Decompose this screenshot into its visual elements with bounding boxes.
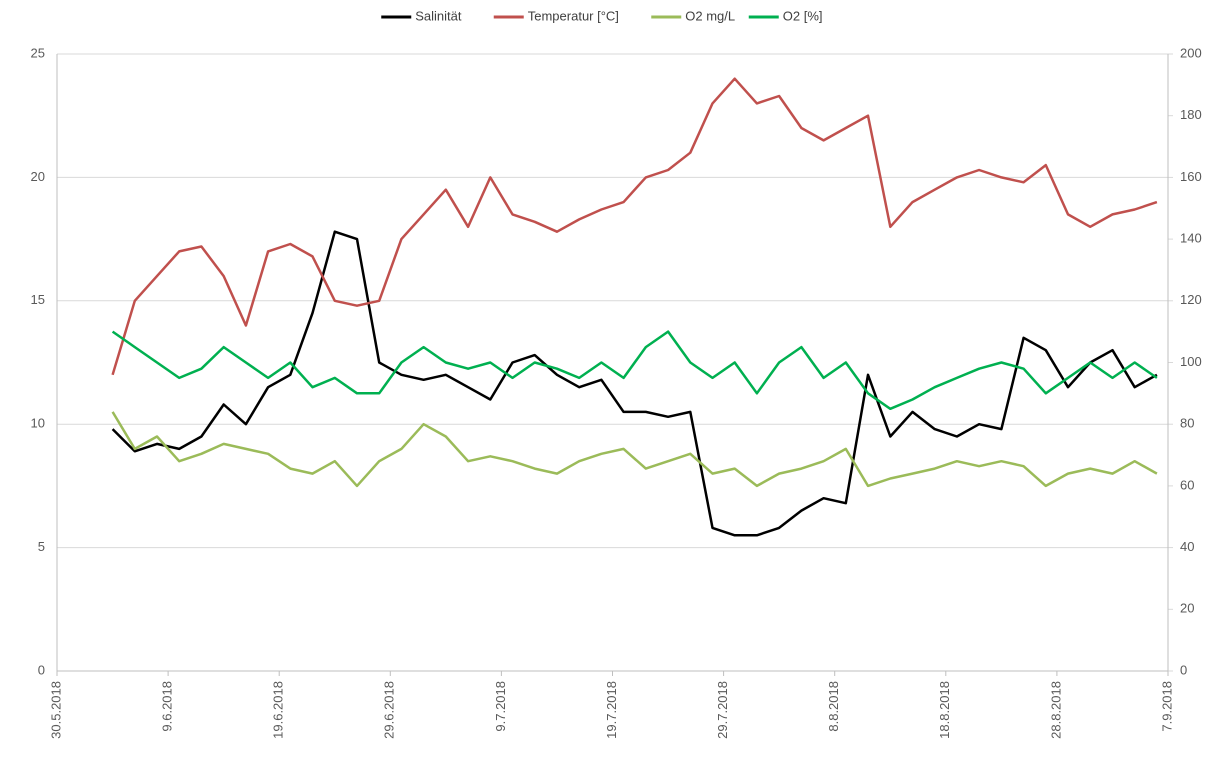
x-tick-label: 29.7.2018 bbox=[715, 681, 730, 739]
y2-tick-label: 40 bbox=[1180, 539, 1194, 554]
x-tick-label: 8.8.2018 bbox=[826, 681, 841, 732]
x-tick-label: 29.6.2018 bbox=[382, 681, 397, 739]
x-tick-label: 30.5.2018 bbox=[48, 681, 63, 739]
series-line bbox=[111, 230, 1158, 537]
y2-tick-label: 20 bbox=[1180, 601, 1194, 616]
y-tick-label: 5 bbox=[38, 539, 45, 554]
y2-tick-label: 180 bbox=[1180, 107, 1202, 122]
x-tick-label: 9.7.2018 bbox=[493, 681, 508, 732]
y2-tick-label: 60 bbox=[1180, 477, 1194, 492]
y-tick-label: 25 bbox=[31, 45, 45, 60]
y2-tick-label: 120 bbox=[1180, 292, 1202, 307]
x-tick-label: 28.8.2018 bbox=[1048, 681, 1063, 739]
legend-label: O2 [%] bbox=[783, 8, 823, 23]
x-tick-label: 19.7.2018 bbox=[604, 681, 619, 739]
y-tick-label: 10 bbox=[31, 416, 45, 431]
x-tick-label: 7.9.2018 bbox=[1159, 681, 1174, 732]
y-tick-label: 15 bbox=[31, 292, 45, 307]
y2-tick-label: 140 bbox=[1180, 231, 1202, 246]
y2-tick-label: 0 bbox=[1180, 662, 1187, 677]
y2-tick-label: 160 bbox=[1180, 169, 1202, 184]
y2-tick-label: 80 bbox=[1180, 416, 1194, 431]
series-line bbox=[111, 77, 1158, 376]
y2-tick-label: 100 bbox=[1180, 354, 1202, 369]
legend-label: Temperatur [°C] bbox=[528, 8, 619, 23]
x-tick-label: 19.6.2018 bbox=[271, 681, 286, 739]
legend-label: Salinität bbox=[415, 8, 462, 23]
x-tick-label: 9.6.2018 bbox=[160, 681, 175, 732]
x-tick-label: 18.8.2018 bbox=[937, 681, 952, 739]
legend-label: O2 mg/L bbox=[685, 8, 735, 23]
series-line bbox=[111, 330, 1158, 411]
y-tick-label: 0 bbox=[38, 662, 45, 677]
y2-tick-label: 200 bbox=[1180, 45, 1202, 60]
series-line bbox=[111, 411, 1158, 488]
y-tick-label: 20 bbox=[31, 169, 45, 184]
